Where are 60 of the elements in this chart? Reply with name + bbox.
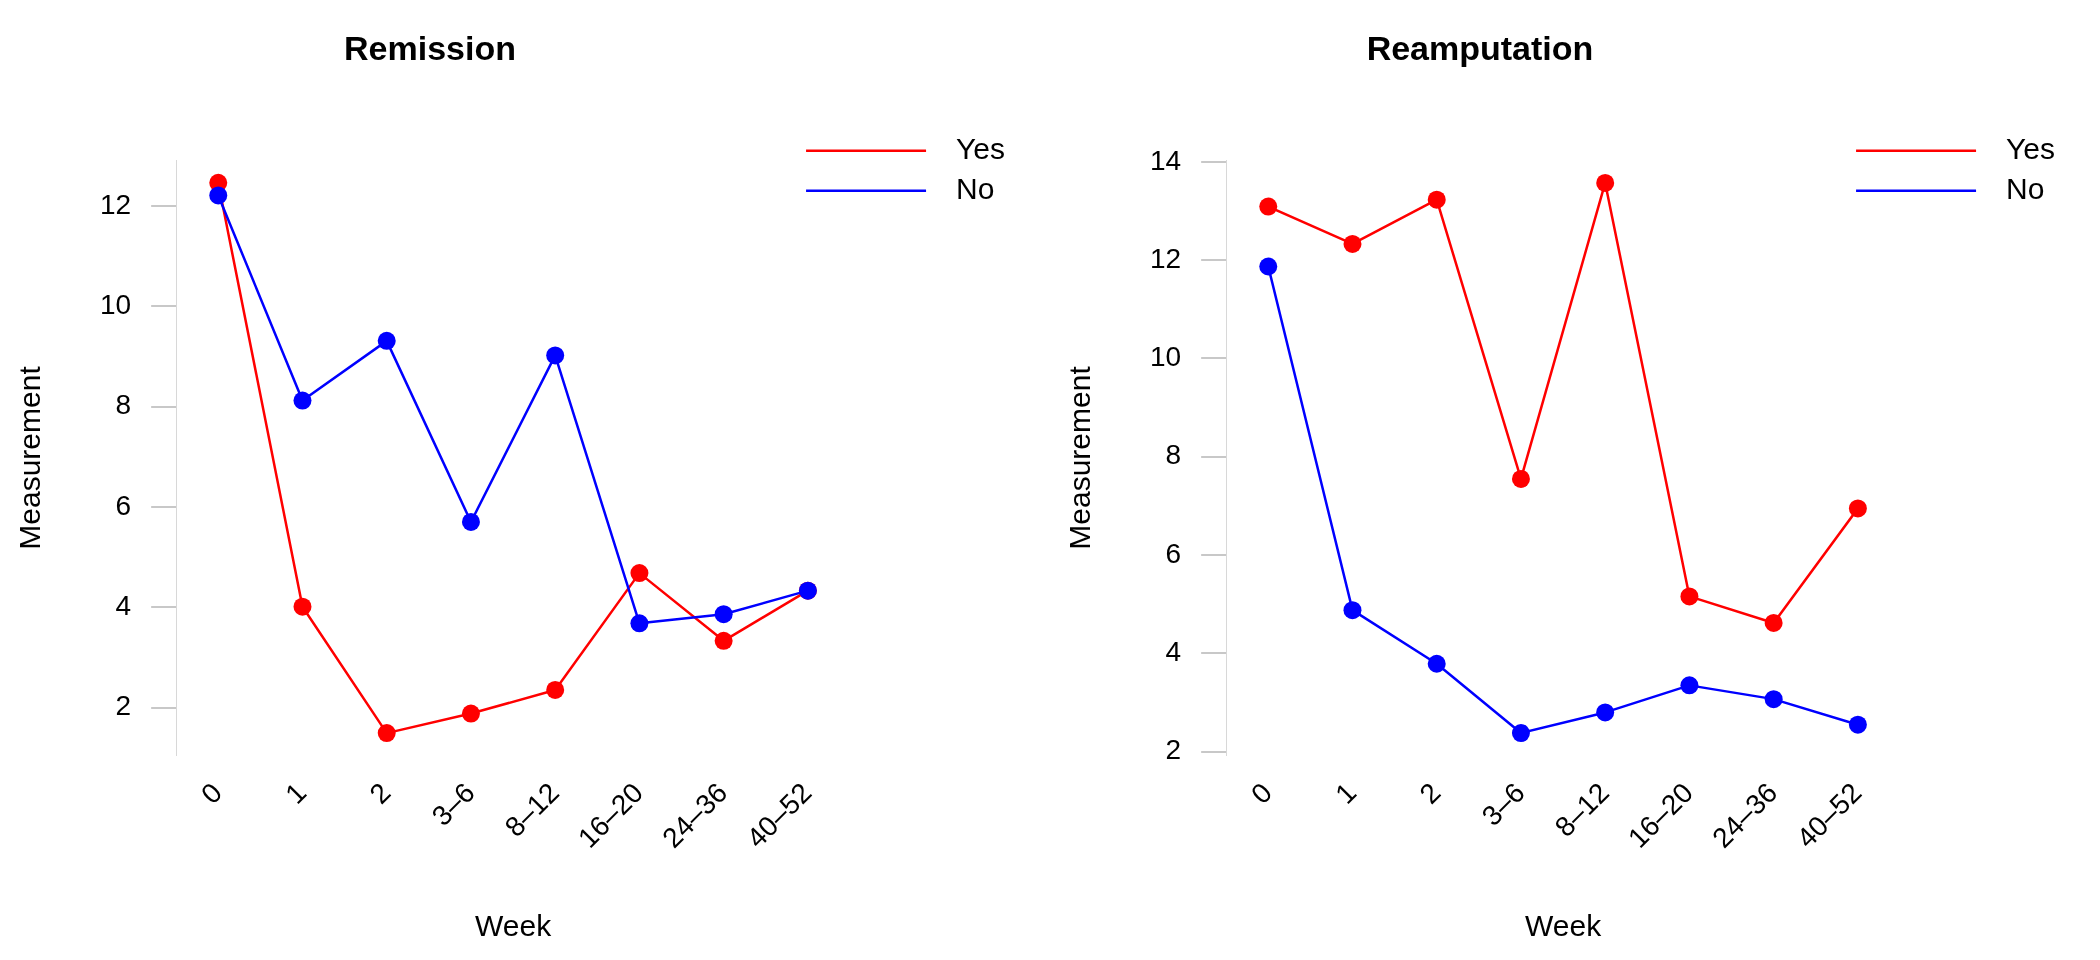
x-tick-label: 2 <box>1413 776 1447 810</box>
x-tick-label: 2 <box>363 776 397 810</box>
point <box>377 724 396 743</box>
y-tick-label: 14 <box>1149 144 1182 176</box>
point <box>1511 469 1530 488</box>
legend-label: No <box>956 172 995 206</box>
point <box>1511 724 1530 743</box>
x-tick-label: 1 <box>1329 776 1363 810</box>
y-tick-label: 4 <box>115 589 132 621</box>
y-axis-title: Measurement <box>1063 365 1097 550</box>
point <box>630 614 649 633</box>
point <box>461 704 480 723</box>
x-tick-label: 0 <box>1245 776 1278 810</box>
point <box>1848 715 1867 734</box>
y-tick-label: 6 <box>1165 537 1182 569</box>
point <box>546 680 565 699</box>
x-axis-title: Week <box>1524 909 1603 943</box>
y-axis-title: Measurement <box>13 365 47 550</box>
point <box>293 597 312 616</box>
legend-label: No <box>2006 172 2045 206</box>
y-tick-label: 4 <box>1165 636 1182 668</box>
legend-label: Yes <box>956 132 1006 166</box>
point <box>714 631 733 650</box>
point <box>1343 234 1362 253</box>
point <box>1680 587 1699 606</box>
point <box>1427 654 1446 673</box>
y-tick-label: 2 <box>1165 734 1182 766</box>
legend-label: Yes <box>2006 132 2056 166</box>
y-tick-label: 6 <box>115 489 132 521</box>
point <box>377 331 396 350</box>
point <box>630 564 649 583</box>
x-tick-label: 0 <box>195 776 228 810</box>
point <box>1680 676 1699 695</box>
point <box>1343 601 1362 620</box>
chart-title: Remission <box>344 28 516 67</box>
point <box>461 512 480 531</box>
y-tick-label: 8 <box>115 389 132 421</box>
y-tick-label: 12 <box>99 188 132 220</box>
point <box>714 605 733 624</box>
point <box>1596 703 1615 722</box>
y-tick-label: 10 <box>99 288 132 320</box>
point <box>1764 690 1783 709</box>
x-tick-label: 1 <box>279 776 313 810</box>
y-tick-label: 12 <box>1149 242 1182 274</box>
point <box>293 391 312 410</box>
point <box>1259 197 1278 216</box>
y-tick-label: 2 <box>115 690 132 722</box>
x-axis-title: Week <box>474 909 553 943</box>
point <box>1764 613 1783 632</box>
y-tick-label: 10 <box>1149 341 1182 373</box>
chart-title: Reamputation <box>1366 28 1594 67</box>
x-tick-label: 3–6 <box>1475 776 1531 832</box>
x-tick-label: 3–6 <box>425 776 481 832</box>
point <box>209 186 228 205</box>
point <box>1596 173 1615 192</box>
point <box>546 346 565 365</box>
point <box>1259 257 1278 276</box>
point <box>1848 499 1867 518</box>
y-tick-label: 8 <box>1165 439 1182 471</box>
point <box>1427 190 1446 209</box>
